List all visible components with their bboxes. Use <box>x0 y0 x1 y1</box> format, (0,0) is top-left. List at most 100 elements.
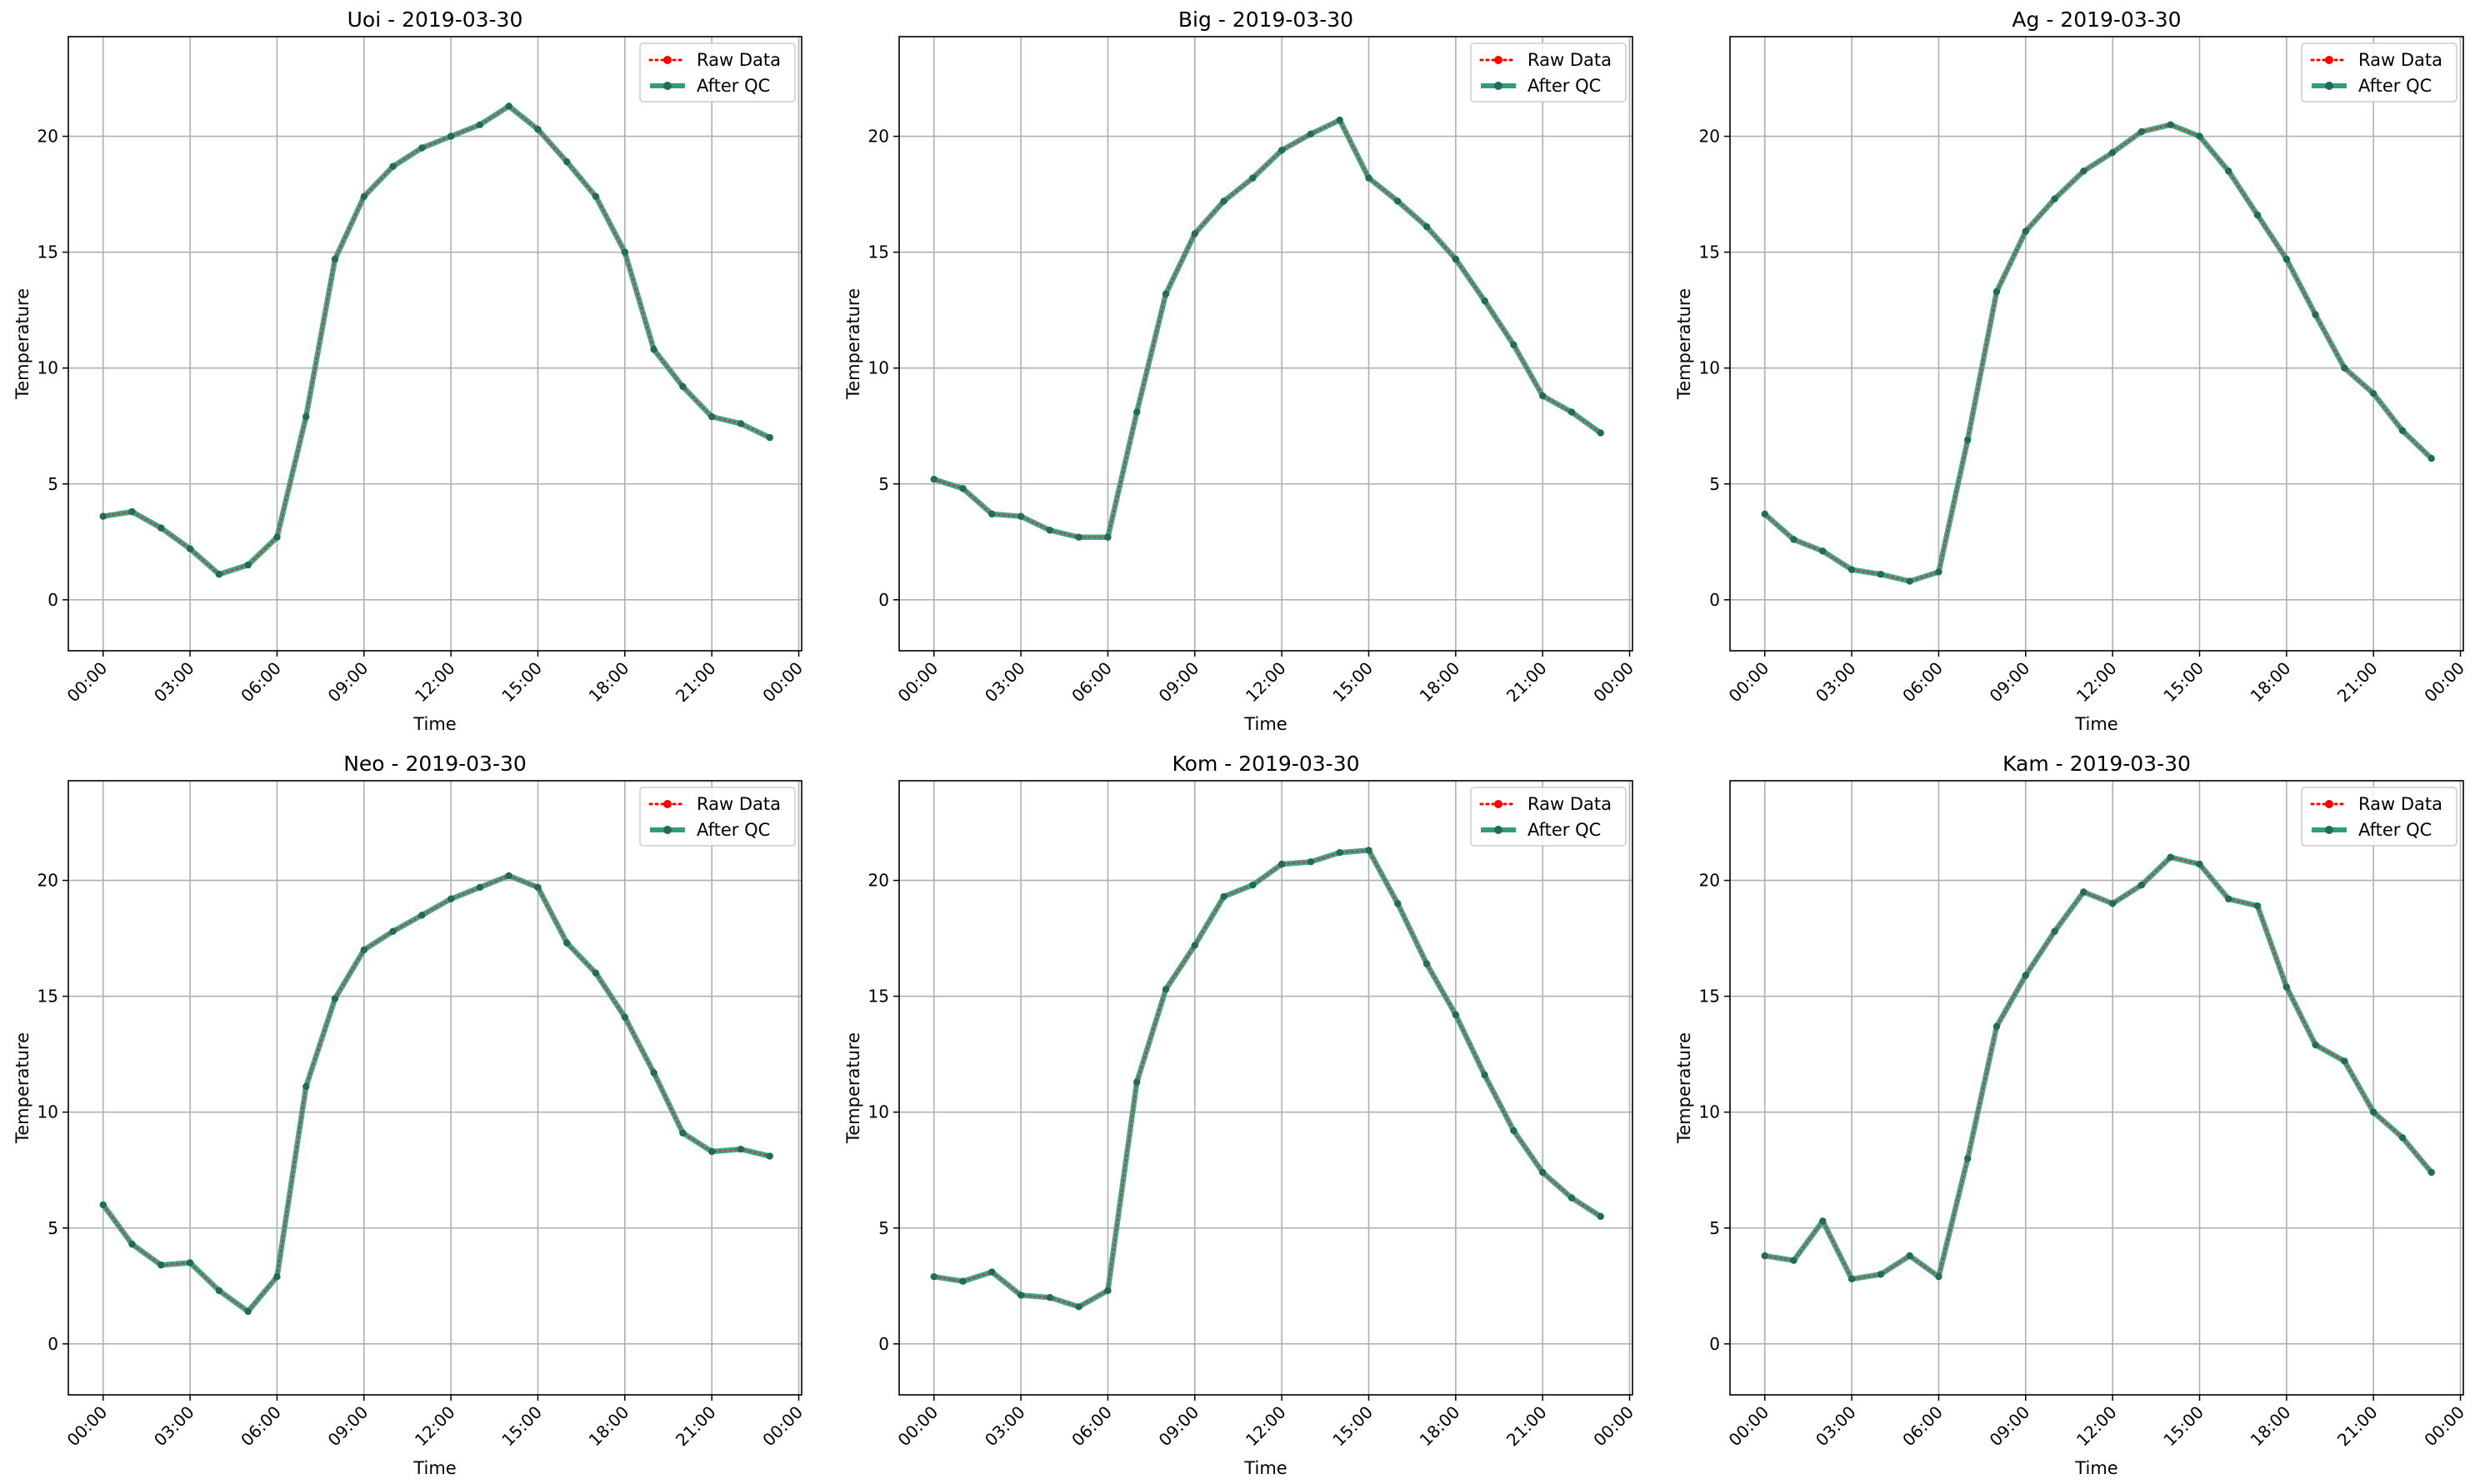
series-after-qc-point <box>563 157 571 166</box>
series-after-qc-point <box>2282 983 2291 991</box>
series-after-qc-point <box>1790 1257 1798 1264</box>
x-tick-label: 00:00 <box>2420 1402 2468 1451</box>
series-after-qc-point <box>1761 510 1768 518</box>
x-tick-label: 18:00 <box>585 658 633 707</box>
series-after-qc-point <box>1597 429 1604 437</box>
x-tick-label: 12:00 <box>411 1402 459 1451</box>
legend-qc-label: After QC <box>1528 820 1601 840</box>
legend-raw-label: Raw Data <box>2358 50 2442 70</box>
axes-frame <box>1729 36 2464 652</box>
x-tick-label: 00:00 <box>63 1402 112 1451</box>
series-after-qc-point <box>1935 568 1942 576</box>
series-after-qc-point <box>2138 127 2146 136</box>
series-after-qc-point <box>1220 197 1228 205</box>
series-after-qc-point <box>2196 132 2203 140</box>
axes-frame <box>68 780 802 1396</box>
legend-raw-marker <box>1494 800 1502 808</box>
series-after-qc-point <box>708 412 716 421</box>
series-after-qc-point <box>273 1272 281 1281</box>
x-tick-label: 15:00 <box>2159 1402 2208 1451</box>
legend-qc-label: After QC <box>697 820 770 840</box>
y-tick-label: 5 <box>1709 1218 1720 1238</box>
series-after-qc-point <box>1249 881 1257 889</box>
series-after-qc-point <box>959 485 967 492</box>
x-tick-label: 09:00 <box>1986 658 2034 707</box>
x-tick-label: 00:00 <box>1725 658 1773 707</box>
x-axis-label: Time <box>1243 1458 1287 1478</box>
series-after-qc-point <box>2341 1057 2348 1065</box>
series-after-qc-line <box>932 117 1602 540</box>
series-after-qc-point <box>2398 1134 2407 1142</box>
series-after-qc-point <box>1790 536 1798 543</box>
series-after-qc-point <box>1394 900 1402 907</box>
series-after-qc-point <box>650 1069 658 1077</box>
x-tick-label: 18:00 <box>1416 1402 1464 1451</box>
series-raw-data-line <box>932 118 1602 538</box>
series-after-qc-point <box>2080 888 2088 896</box>
legend-qc-label: After QC <box>2358 76 2432 96</box>
series-after-qc-point <box>128 1241 136 1248</box>
series-after-qc-point <box>2398 427 2407 434</box>
x-tick-label: 00:00 <box>63 658 112 707</box>
series-after-qc-point <box>1278 860 1286 868</box>
series-after-qc-point <box>988 1268 996 1276</box>
series-after-qc-point <box>766 1152 773 1160</box>
series-after-qc-point <box>1075 1303 1082 1311</box>
x-axis-label: Time <box>412 1458 456 1478</box>
legend-qc-label: After QC <box>1528 76 1601 96</box>
y-tick-label: 15 <box>1699 987 1720 1007</box>
x-tick-label: 09:00 <box>324 1402 372 1451</box>
x-tick-label: 18:00 <box>2247 1402 2295 1451</box>
legend: Raw Data After QC <box>1470 42 1627 102</box>
axes-frame <box>898 36 1633 652</box>
y-tick-label: 20 <box>1699 127 1720 147</box>
series-after-qc-point <box>1568 1194 1576 1202</box>
series-after-qc-point <box>1848 1275 1856 1283</box>
series-after-qc-point <box>2282 255 2291 263</box>
series-after-qc-point <box>1568 408 1576 416</box>
series-after-qc-point <box>331 995 339 1002</box>
series-after-qc-point <box>1017 1292 1025 1299</box>
series-after-qc-point <box>215 1287 223 1295</box>
series-raw-data-line <box>932 849 1602 1308</box>
y-tick-label: 10 <box>38 358 58 378</box>
x-tick-label: 03:00 <box>981 658 1029 707</box>
series-after-qc-point <box>1336 116 1343 124</box>
x-tick-label: 09:00 <box>324 658 372 707</box>
subplot-title: Kam - 2019-03-30 <box>2002 752 2191 776</box>
series-after-qc-point <box>1992 287 2001 296</box>
series-after-qc-point <box>1964 436 1972 444</box>
series-after-qc-point <box>1452 255 1460 263</box>
series-after-qc-point <box>2051 927 2058 935</box>
series-after-qc-point <box>592 969 600 977</box>
y-tick-label: 15 <box>1699 242 1720 262</box>
series-after-qc-point <box>1017 512 1025 520</box>
series-after-qc-point <box>2022 972 2029 979</box>
series-after-qc-point <box>2080 167 2088 175</box>
series-after-qc-point <box>505 102 512 110</box>
legend: Raw Data After QC <box>2301 42 2458 102</box>
series-after-qc-point <box>1162 986 1170 993</box>
series-after-qc-point <box>389 927 397 935</box>
x-tick-label: 06:00 <box>1068 1402 1116 1451</box>
x-tick-label: 06:00 <box>1898 658 1947 707</box>
x-tick-label: 00:00 <box>894 658 942 707</box>
series-after-qc-point <box>158 1262 165 1269</box>
series-after-qc-point <box>2253 211 2262 219</box>
series-after-qc-point <box>2108 148 2117 157</box>
series-after-qc-point <box>1538 1168 1547 1177</box>
series-after-qc-point <box>99 1201 107 1209</box>
y-axis-label: Temperature <box>843 288 863 400</box>
legend-qc-marker <box>663 826 672 834</box>
x-tick-label: 09:00 <box>1155 1402 1203 1451</box>
legend: Raw Data After QC <box>1470 787 1627 847</box>
x-tick-label: 21:00 <box>672 658 720 707</box>
x-tick-label: 00:00 <box>758 658 807 707</box>
series-after-qc-point <box>1075 533 1082 541</box>
x-tick-label: 12:00 <box>1242 1402 1290 1451</box>
series-after-qc-point <box>1819 1217 1827 1225</box>
x-tick-label: 15:00 <box>1328 1402 1377 1451</box>
series-after-qc-point <box>534 126 542 133</box>
subplot-4: 00:00 03:00 06:00 09:00 12:00 15:00 18:00 21:00… <box>843 752 1638 1478</box>
x-tick-label: 12:00 <box>411 658 459 707</box>
